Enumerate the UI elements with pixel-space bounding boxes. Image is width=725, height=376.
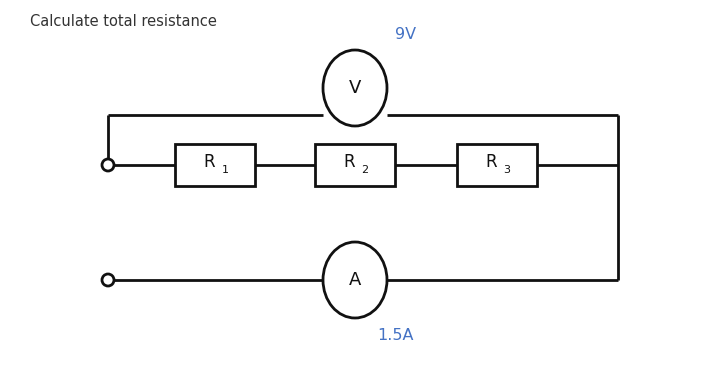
FancyBboxPatch shape [175,144,255,186]
FancyBboxPatch shape [315,144,395,186]
Text: 3: 3 [503,165,510,175]
Text: A: A [349,271,361,289]
Text: R: R [343,153,355,171]
Text: V: V [349,79,361,97]
Ellipse shape [323,50,387,126]
Text: R: R [203,153,215,171]
Ellipse shape [323,242,387,318]
FancyBboxPatch shape [457,144,537,186]
Text: 9V: 9V [395,27,416,42]
Text: Calculate total resistance: Calculate total resistance [30,15,217,29]
Text: 2: 2 [362,165,368,175]
Circle shape [102,159,114,171]
Circle shape [102,274,114,286]
Text: 1: 1 [222,165,228,175]
Text: R: R [485,153,497,171]
Text: 1.5A: 1.5A [377,328,413,343]
